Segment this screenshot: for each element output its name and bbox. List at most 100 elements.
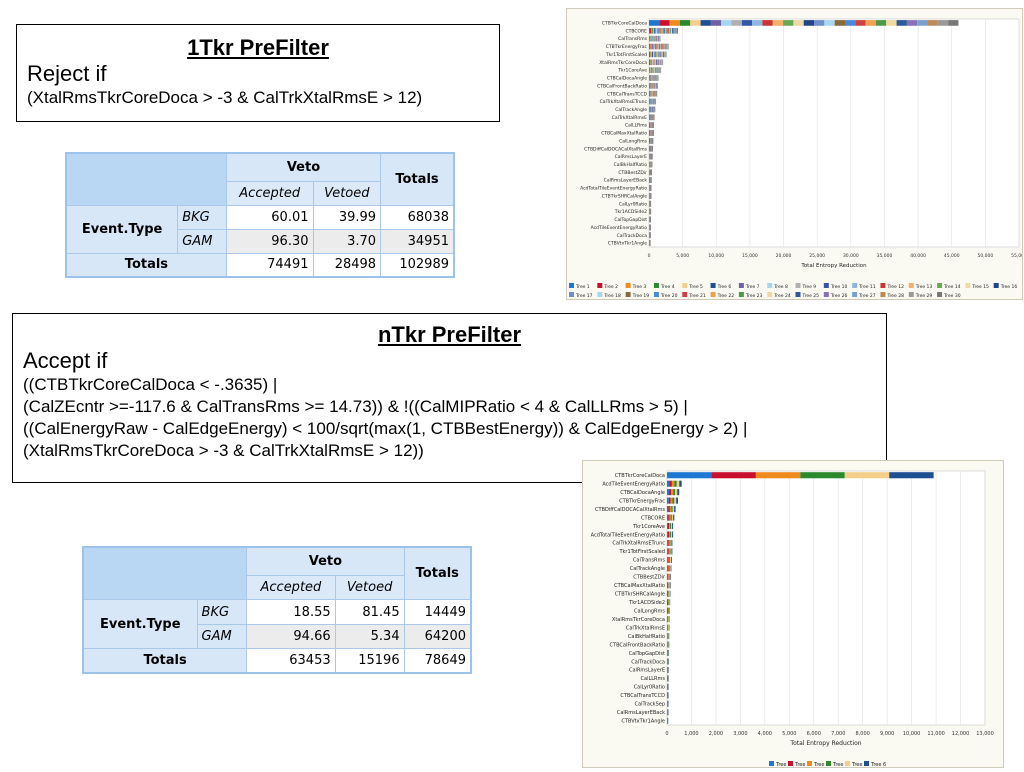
bar-segment	[669, 28, 670, 34]
bar-segment	[672, 515, 673, 521]
legend-swatch	[880, 283, 885, 288]
legend-swatch	[569, 283, 574, 288]
bar-segment	[659, 52, 660, 58]
bar-segment	[668, 582, 669, 588]
bar-segment	[671, 489, 673, 495]
category-label: CTBVtxTkr1Angle	[621, 719, 665, 725]
bar-segment	[666, 28, 667, 34]
legend-swatch	[824, 283, 829, 288]
bar-segment	[652, 28, 653, 34]
x-tick-label: 0	[665, 731, 668, 737]
bar-segment	[656, 28, 657, 34]
x-tick-label: 5,000	[782, 731, 796, 737]
bar-segment	[667, 591, 668, 597]
filter2-condition-line-1: ((CTBTkrCoreCalDoca < -.3635) |	[13, 374, 886, 396]
legend-label: Tree 7	[745, 284, 760, 290]
legend-label: Tree 20	[660, 293, 678, 299]
category-label: CTBCalDocaAngle	[607, 76, 648, 82]
legend-label: Tree 19	[632, 293, 650, 299]
bar-segment	[670, 599, 671, 605]
bar-segment	[668, 523, 669, 529]
bar-segment	[670, 591, 671, 597]
legend-label: Tree 30	[943, 293, 961, 299]
category-label: AcdTotalTileEventEnergyRatio	[580, 186, 647, 192]
bar-segment	[669, 481, 671, 487]
bar-segment	[804, 20, 814, 26]
row-label-gam: GAM	[197, 624, 247, 648]
filter2-action: Accept if	[13, 348, 886, 374]
bar-segment	[660, 28, 661, 34]
totals-row-label: Totals	[83, 649, 247, 673]
veto-header: Veto	[226, 153, 380, 181]
bar-segment	[664, 52, 665, 58]
category-label: Tkr1ACDSide2	[628, 600, 665, 606]
bar-segment	[866, 20, 876, 26]
bar-segment	[672, 531, 673, 537]
x-tick-label: 55,000	[1011, 253, 1022, 259]
filter1-action: Reject if	[17, 61, 499, 87]
bar-segment	[671, 506, 672, 512]
legend-swatch	[626, 292, 631, 297]
bar-segment	[928, 20, 938, 26]
cell-bkg-vetoed: 39.99	[313, 205, 381, 229]
bar-segment	[677, 28, 678, 34]
bar-segment	[652, 44, 653, 50]
bar-segment	[670, 574, 671, 580]
bar-segment	[652, 52, 653, 58]
bar-segment	[654, 28, 655, 34]
category-label: CTBVtxTkr1Angle	[608, 241, 647, 247]
bar-segment	[669, 498, 671, 504]
category-label: AcdTileEventEnergyRatio	[591, 225, 648, 231]
bar-segment	[669, 582, 670, 588]
bar-segment	[669, 599, 670, 605]
cell-bkg-accepted: 18.55	[247, 600, 335, 624]
legend-swatch	[597, 283, 602, 288]
bar-segment	[665, 44, 666, 50]
cell-gam-total: 34951	[381, 229, 454, 253]
bar-segment	[662, 28, 663, 34]
category-label: CalTrkXtalRmsETrunc	[600, 99, 648, 105]
category-label: CalLongRms	[634, 608, 665, 614]
bar-segment	[670, 548, 671, 554]
category-label: CTBCalMaxXtalRatio	[601, 131, 647, 137]
category-label: CTBTkrSHRCalAngle	[602, 193, 648, 199]
legend-swatch	[824, 292, 829, 297]
category-label: CalRmsLayerE	[629, 668, 665, 674]
category-label: CTBCalFrontBackRatio	[610, 642, 665, 648]
bar-segment	[655, 28, 656, 34]
x-tick-label: 4,000	[758, 731, 772, 737]
filter1-box: 1Tkr PreFilter Reject if (XtalRmsTkrCore…	[16, 24, 500, 122]
bar-segment	[663, 28, 664, 34]
legend-swatch	[796, 283, 801, 288]
bar-segment	[671, 531, 672, 537]
accepted-header: Accepted	[247, 575, 335, 599]
totals-header: Totals	[404, 547, 471, 600]
bar-segment	[814, 20, 824, 26]
bar-segment	[668, 44, 669, 50]
bar-segment	[654, 52, 655, 58]
bar-segment	[656, 52, 657, 58]
plot-area	[667, 471, 985, 725]
bar-segment	[889, 472, 933, 478]
bar-segment	[845, 472, 889, 478]
bar-segment	[665, 52, 666, 58]
bar-segment	[669, 582, 670, 588]
bar-segment	[652, 52, 653, 58]
bar-segment	[670, 582, 671, 588]
bar-segment	[672, 523, 673, 529]
row-label-bkg: BKG	[197, 600, 247, 624]
bar-segment	[667, 506, 668, 512]
bar-segment	[659, 44, 660, 50]
legend-label: Tree 17	[575, 293, 593, 299]
cell-total-total: 102989	[381, 253, 454, 277]
bar-segment	[670, 574, 671, 580]
bar-segment	[651, 52, 652, 58]
bar-segment	[656, 44, 657, 50]
legend-label: Tree 8	[773, 284, 788, 290]
bar-segment	[667, 28, 668, 34]
cell-bkg-total: 68038	[381, 205, 454, 229]
bar-segment	[667, 574, 668, 580]
bar-segment	[676, 498, 678, 504]
bar-segment	[667, 582, 668, 588]
bar-segment	[650, 44, 651, 50]
